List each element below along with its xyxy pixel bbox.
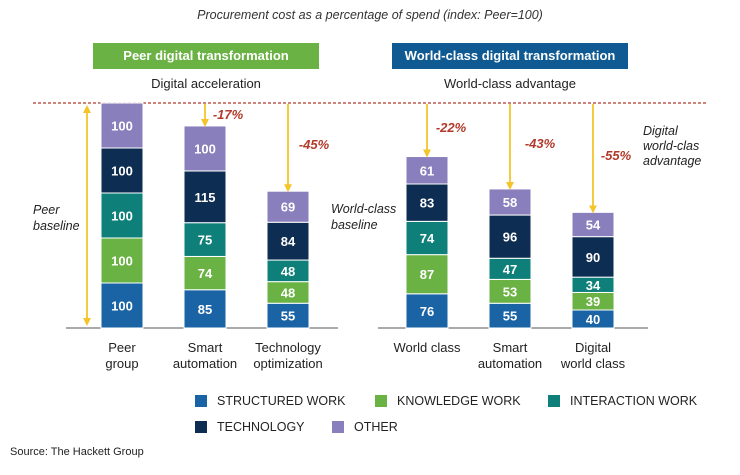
- bar-value-label: 90: [586, 250, 600, 265]
- bar-category-label: optimization: [253, 356, 322, 371]
- bar-category-label: Smart: [493, 340, 528, 355]
- legend-label: OTHER: [354, 420, 398, 434]
- bar-value-label: 100: [111, 164, 133, 179]
- legend-item-technology: TECHNOLOGY: [195, 420, 305, 434]
- legend-swatch-technology: [195, 421, 207, 433]
- bar-value-label: 83: [420, 196, 434, 211]
- bar-value-label: 85: [198, 302, 212, 317]
- digital-world-class-advantage-label: Digital: [643, 124, 679, 138]
- bar-category-label: Peer: [108, 340, 136, 355]
- bar-value-label: 48: [281, 285, 295, 300]
- bar-category-label: Smart: [188, 340, 223, 355]
- peer-baseline-label: baseline: [33, 219, 80, 233]
- reduction-percentage-label: -55%: [601, 148, 632, 163]
- legend-label: KNOWLEDGE WORK: [397, 394, 521, 408]
- legend-swatch-structured: [195, 395, 207, 407]
- bar-value-label: 55: [503, 309, 517, 324]
- bar-value-label: 100: [111, 254, 133, 269]
- bar-category-label: automation: [173, 356, 237, 371]
- legend-item-other: OTHER: [332, 420, 398, 434]
- reduction-percentage-label: -17%: [213, 107, 244, 122]
- bar-value-label: 34: [586, 278, 601, 293]
- legend-label: INTERACTION WORK: [570, 394, 697, 408]
- bar-category-label: World class: [394, 340, 461, 355]
- reduction-percentage-label: -22%: [436, 120, 467, 135]
- bar-category-label: group: [105, 356, 138, 371]
- bar-value-label: 100: [111, 209, 133, 224]
- bar-value-label: 87: [420, 267, 434, 282]
- bar-value-label: 69: [281, 200, 295, 215]
- bar-value-label: 75: [198, 233, 212, 248]
- world-class-baseline-label: World-class: [331, 202, 396, 216]
- bar-value-label: 48: [281, 264, 295, 279]
- bar-value-label: 100: [111, 299, 133, 314]
- bar-value-label: 54: [586, 218, 601, 233]
- bar-value-label: 61: [420, 163, 434, 178]
- legend-swatch-interaction: [548, 395, 560, 407]
- peer-baseline-label: Peer: [33, 203, 60, 217]
- bar-value-label: 115: [195, 190, 216, 205]
- bar-value-label: 53: [503, 284, 517, 299]
- bar-value-label: 100: [111, 119, 133, 134]
- legend-label: STRUCTURED WORK: [217, 394, 345, 408]
- legend-item-structured: STRUCTURED WORK: [195, 394, 345, 408]
- bar-value-label: 74: [198, 266, 213, 281]
- digital-world-class-advantage-label: world-clas: [643, 139, 699, 153]
- bar-category-label: Digital: [575, 340, 611, 355]
- bar-value-label: 39: [586, 294, 600, 309]
- bar-value-label: 100: [194, 141, 216, 156]
- bar-value-label: 40: [586, 312, 600, 327]
- bar-value-label: 47: [503, 262, 517, 277]
- legend-label: TECHNOLOGY: [217, 420, 305, 434]
- bar-value-label: 76: [420, 304, 434, 319]
- source-note: Source: The Hackett Group: [10, 446, 144, 458]
- bar-value-label: 74: [420, 231, 435, 246]
- reduction-percentage-label: -43%: [525, 136, 556, 151]
- bar-category-label: Technology: [255, 340, 321, 355]
- reduction-percentage-label: -45%: [299, 137, 330, 152]
- bar-value-label: 55: [281, 309, 295, 324]
- bar-category-label: automation: [478, 356, 542, 371]
- bar-value-label: 84: [281, 234, 296, 249]
- legend-item-interaction: INTERACTION WORK: [548, 394, 697, 408]
- legend-item-knowledge: KNOWLEDGE WORK: [375, 394, 521, 408]
- bar-value-label: 96: [503, 230, 517, 245]
- bar-value-label: 58: [503, 195, 517, 210]
- world-class-baseline-label: baseline: [331, 218, 378, 232]
- bar-category-label: world class: [560, 356, 626, 371]
- digital-world-class-advantage-label: advantage: [643, 154, 701, 168]
- legend-swatch-other: [332, 421, 344, 433]
- legend-swatch-knowledge: [375, 395, 387, 407]
